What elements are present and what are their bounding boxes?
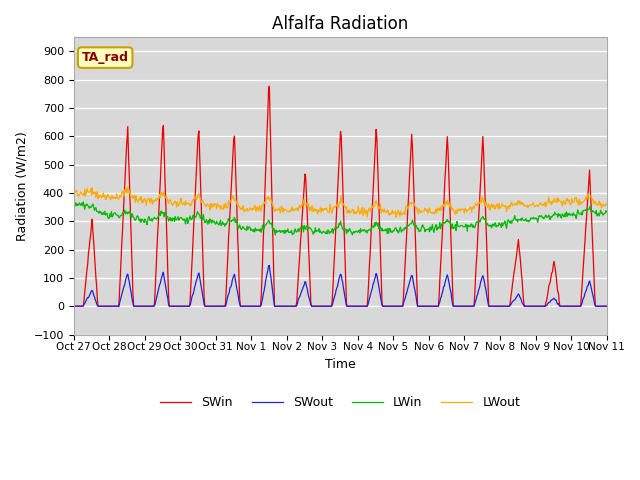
LWin [406,221,414,227]
SWin [421,303,429,309]
LWin [135,217,143,223]
SWout [70,303,77,309]
LWin [80,203,88,208]
LWin [189,212,197,218]
X-axis label: Time: Time [324,358,355,371]
Title: Alfalfa Radiation: Alfalfa Radiation [272,15,408,33]
SWin [79,303,87,309]
SWin [70,303,77,309]
Y-axis label: Radiation (W/m2): Radiation (W/m2) [15,131,28,241]
SWout [189,292,197,298]
LWout [135,197,143,203]
LWout [406,200,414,206]
SWin [603,303,611,309]
SWin [134,303,142,309]
LWin [70,199,77,204]
LWin [603,209,611,215]
SWout [603,303,611,309]
LWin [70,198,78,204]
SWout [422,303,429,309]
LWout [79,191,87,197]
LWin [271,232,279,238]
SWout [266,263,273,268]
SWout [115,304,123,310]
LWout [124,184,132,190]
LWout [218,203,225,208]
LWout [603,202,611,207]
Line: SWin: SWin [74,86,607,306]
SWin [266,84,273,89]
Line: LWout: LWout [74,187,607,217]
LWout [70,192,77,198]
LWout [422,206,429,212]
SWin [188,255,196,261]
Legend: SWin, SWout, LWin, LWout: SWin, SWout, LWin, LWout [155,391,525,414]
SWout [79,303,87,309]
SWin [216,303,224,309]
SWout [406,277,414,283]
SWout [218,303,225,309]
Line: SWout: SWout [74,265,607,307]
SWout [135,303,143,309]
LWin [422,227,429,232]
Text: TA_rad: TA_rad [82,51,129,64]
SWin [406,175,413,180]
LWout [392,214,400,220]
LWin [218,223,225,228]
Line: LWin: LWin [74,201,607,235]
LWout [189,197,197,203]
